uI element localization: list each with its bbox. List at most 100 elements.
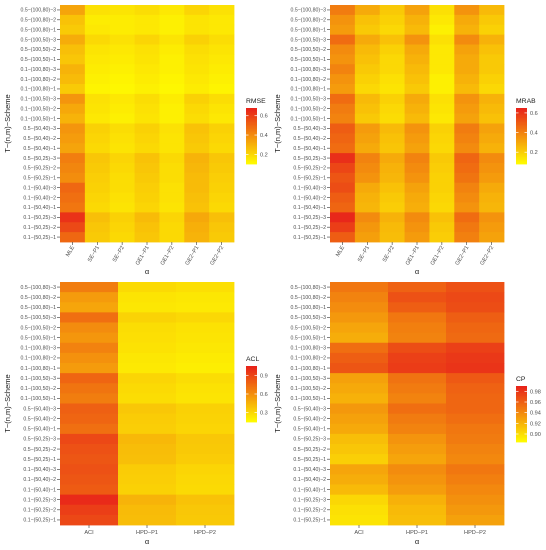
y-tick-label: 0.5−(50,25)−2 xyxy=(293,447,326,453)
heatmap-cell xyxy=(184,113,210,124)
heatmap-cell xyxy=(454,14,480,26)
x-tick-label: GE2−P1 xyxy=(185,245,201,266)
heatmap-cell xyxy=(330,74,356,85)
legend-tick-label: 0.92 xyxy=(530,421,541,427)
heatmap-cell xyxy=(84,153,111,164)
y-tick-label: 0.1−(50,25)−3 xyxy=(293,497,326,503)
heatmap-cell xyxy=(84,202,111,213)
heatmap-cell xyxy=(404,153,430,164)
heatmap-cell xyxy=(479,103,505,115)
legend-colorbar-step xyxy=(516,162,527,165)
heatmap-cell xyxy=(109,222,135,233)
heatmap-cell xyxy=(330,153,356,164)
heatmap-cell xyxy=(109,44,135,55)
heatmap-cell xyxy=(379,74,405,85)
x-axis-title: α xyxy=(145,537,150,546)
heatmap-cell xyxy=(404,44,430,55)
legend-tick-label: 0.4 xyxy=(530,131,538,137)
legend-tick-label: 0.2 xyxy=(530,150,538,156)
heatmap-cell xyxy=(330,363,389,374)
heatmap-cell xyxy=(446,433,505,445)
heatmap-cell xyxy=(159,202,185,213)
heatmap-cell xyxy=(388,494,447,506)
heatmap-cell xyxy=(109,212,135,223)
heatmap-cell xyxy=(354,84,381,95)
heatmap-cell xyxy=(134,74,160,85)
heatmap-cell xyxy=(330,494,389,506)
heatmap-panel-3: 0.5−(100,80)−3 0.5−(100,80)−2 0.5−(100,80)… xyxy=(3,282,268,546)
heatmap-cell xyxy=(60,444,119,455)
heatmap-cell xyxy=(379,212,405,223)
y-tick-label: 0.5−(50,25)−3 xyxy=(23,156,56,162)
heatmap-cell xyxy=(209,14,235,26)
heatmap-cell xyxy=(404,5,430,16)
heatmap-panel-4: 0.5−(100,80)−3 0.5−(100,80)−2 0.5−(100,80)… xyxy=(273,282,541,546)
x-tick-label: HPD−P1 xyxy=(406,530,428,536)
y-tick-label: 0.1−(100,50)−3 xyxy=(291,97,327,103)
heatmap-cell xyxy=(109,143,135,154)
legend-colorbar-step xyxy=(246,138,257,141)
heatmap-cell xyxy=(109,123,135,134)
heatmap-cell xyxy=(184,123,210,134)
legend-colorbar-step xyxy=(246,420,257,423)
heatmap-cell xyxy=(60,143,86,154)
heatmap-cell xyxy=(176,332,235,344)
y-tick-label: 0.5−(100,50)−1 xyxy=(21,57,57,63)
legend-colorbar-step xyxy=(246,413,257,416)
y-tick-label: 0.1−(100,50)−3 xyxy=(291,376,327,382)
heatmap-cell xyxy=(429,163,455,174)
legend-colorbar-step xyxy=(246,141,257,144)
heatmap-cell xyxy=(159,103,185,115)
heatmap-cell xyxy=(84,222,111,233)
heatmap-cell xyxy=(118,322,177,334)
heatmap-cell xyxy=(176,352,235,364)
y-tick-label: 0.1−(100,80)−2 xyxy=(291,356,327,362)
heatmap-cell xyxy=(479,84,505,95)
heatmap-cell xyxy=(118,413,177,425)
heatmap-cell xyxy=(209,182,235,194)
heatmap-cell xyxy=(84,192,111,203)
y-tick-label: 0.1−(50,25)−2 xyxy=(23,225,56,231)
y-tick-label: 0.1−(50,25)−2 xyxy=(293,508,326,514)
legend-colorbar-step xyxy=(246,161,257,163)
x-tick-label: ACI xyxy=(354,530,364,536)
heatmap-cell xyxy=(330,474,389,485)
heatmap-cell xyxy=(176,312,235,323)
heatmap-cell xyxy=(446,352,505,364)
y-tick-label: 0.1−(50,40)−1 xyxy=(23,205,56,211)
heatmap-cell xyxy=(404,123,430,134)
heatmap-cell xyxy=(134,163,160,174)
y-tick-label: 0.1−(50,25)−1 xyxy=(23,235,56,241)
heatmap-cell xyxy=(454,153,480,164)
heatmap-cell xyxy=(404,172,430,184)
heatmap-cell xyxy=(60,5,86,16)
heatmap-cell xyxy=(159,14,185,26)
y-axis-title: T−(n,m)−Scheme xyxy=(3,374,12,432)
y-tick-label: 0.1−(50,40)−1 xyxy=(293,205,326,211)
heatmap-cell xyxy=(84,14,111,26)
heatmap-cell xyxy=(134,133,160,144)
y-tick-label: 0.5−(50,40)−1 xyxy=(23,427,56,433)
legend-colorbar-step xyxy=(516,109,527,112)
legend-colorbar-step xyxy=(246,117,257,120)
legend-colorbar-step xyxy=(516,122,527,124)
legend-colorbar-step xyxy=(246,140,257,142)
heatmap-cell xyxy=(184,182,210,194)
heatmap-cell xyxy=(134,103,160,115)
legend-colorbar-step xyxy=(516,157,527,159)
heatmap-cell xyxy=(176,322,235,334)
heatmap-cell xyxy=(184,44,210,55)
heatmap-cell xyxy=(454,93,480,105)
heatmap-cell xyxy=(479,172,505,184)
legend-colorbar-step xyxy=(516,430,527,433)
legend-colorbar-step xyxy=(516,439,527,441)
heatmap-panel-1: 0.5−(100,80)−3 0.5−(100,80)−2 0.5−(100,80)… xyxy=(3,5,268,276)
heatmap-cell xyxy=(479,54,505,65)
heatmap-cell xyxy=(134,44,160,55)
y-tick-label: 0.1−(50,25)−1 xyxy=(293,235,326,241)
heatmap-cell xyxy=(354,222,381,233)
heatmap-cell xyxy=(60,192,86,203)
heatmap-cell xyxy=(454,24,480,36)
heatmap-cell xyxy=(330,423,389,435)
legend-colorbar-step xyxy=(516,435,527,437)
